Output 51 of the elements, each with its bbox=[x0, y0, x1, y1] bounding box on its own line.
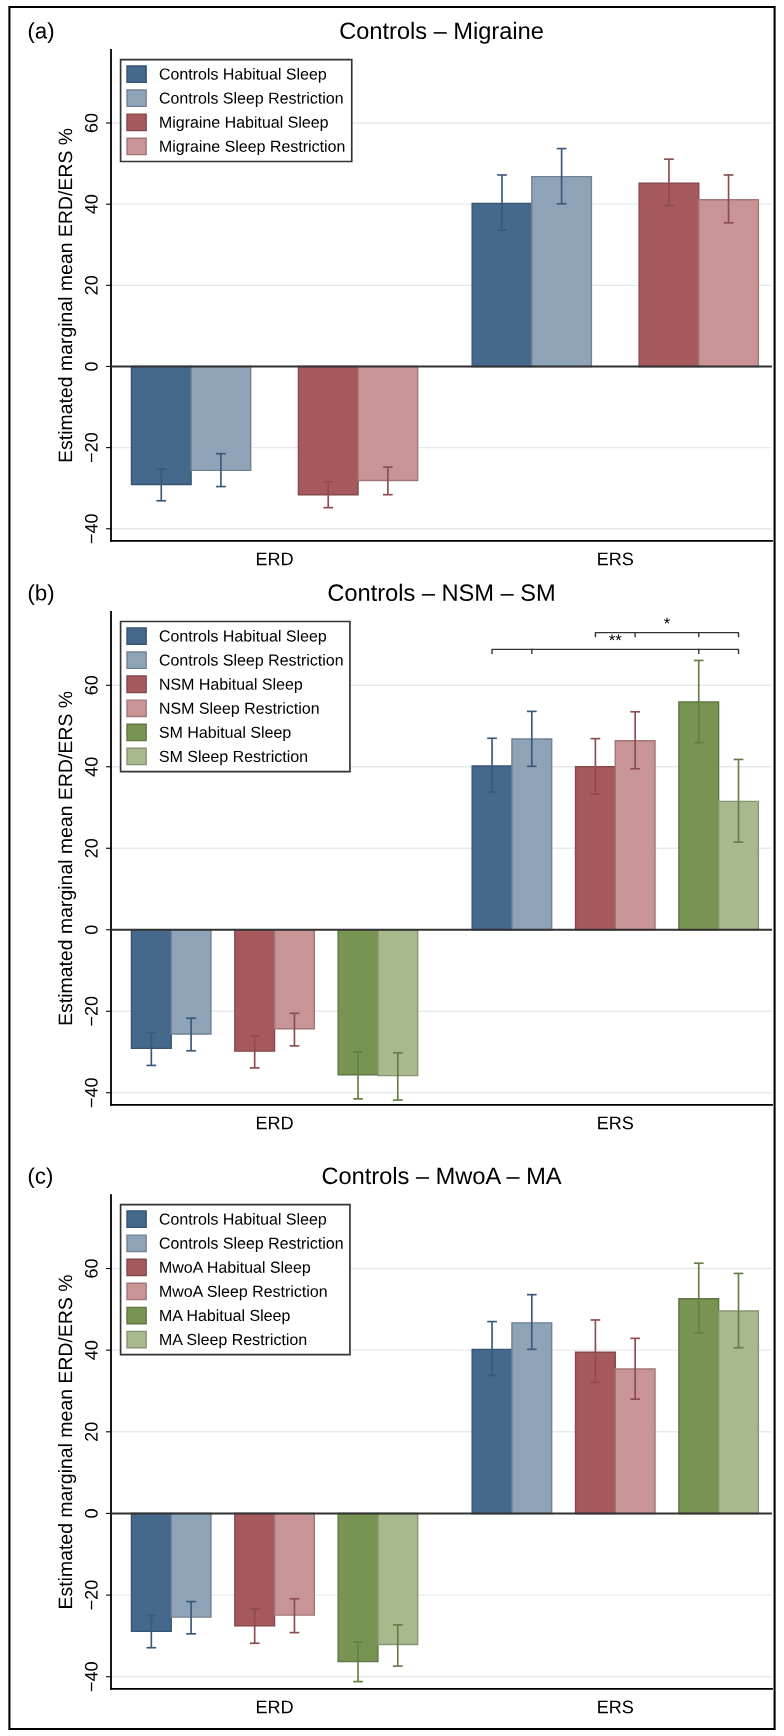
legend-label: Controls Sleep Restriction bbox=[159, 92, 343, 107]
y-tick-label: −40 bbox=[84, 514, 98, 544]
y-tick-label: 0 bbox=[84, 925, 98, 935]
y-tick-label: 0 bbox=[84, 1509, 98, 1518]
y-tick-label: 60 bbox=[84, 113, 98, 133]
y-tick-label: 40 bbox=[84, 1340, 98, 1360]
y-axis-title: Estimated marginal mean ERD/ERS % bbox=[58, 1275, 77, 1608]
legend-label: Controls Habitual Sleep bbox=[159, 1213, 327, 1228]
text: (b) bbox=[28, 584, 54, 605]
y-tick-label: 60 bbox=[84, 675, 98, 695]
legend-label: Migraine Habitual Sleep bbox=[160, 116, 328, 132]
annotation: * bbox=[663, 617, 670, 624]
legend-label: Controls Habitual Sleep bbox=[159, 629, 327, 645]
legend-label: MwoA Habitual Sleep bbox=[160, 1261, 311, 1277]
legend-label: MA Habitual Sleep bbox=[160, 1309, 290, 1325]
y-tick-label: 20 bbox=[84, 275, 98, 295]
y-tick-label: 40 bbox=[84, 194, 98, 214]
x-tick-label: ERD bbox=[256, 552, 293, 566]
x-tick-label: ERS bbox=[598, 1700, 634, 1714]
annotation: ** bbox=[609, 634, 622, 641]
x-tick-label: ERD bbox=[256, 1700, 293, 1714]
y-tick-label: −20 bbox=[84, 1580, 98, 1610]
y-tick-label: 40 bbox=[84, 757, 98, 777]
legend-label: NSM Habitual Sleep bbox=[160, 678, 303, 693]
legend-label: SM Habitual Sleep bbox=[159, 726, 291, 742]
legend-label: MA Sleep Restriction bbox=[160, 1333, 307, 1349]
y-tick-label: 60 bbox=[84, 1259, 98, 1278]
x-tick-label: ERD bbox=[256, 1116, 293, 1130]
x-tick-label: ERS bbox=[598, 552, 634, 566]
y-axis-title: Estimated marginal mean ERD/ERS % bbox=[58, 128, 77, 462]
y-tick-label: 20 bbox=[84, 838, 98, 858]
legend-label: Controls Sleep Restriction bbox=[159, 653, 343, 669]
legend-label: Controls Sleep Restriction bbox=[159, 1237, 343, 1252]
text: (a) bbox=[28, 22, 54, 44]
legend-label: Controls Habitual Sleep bbox=[159, 67, 327, 83]
legend-label: Migraine Sleep Restriction bbox=[160, 140, 345, 156]
y-tick-label: 0 bbox=[84, 362, 98, 371]
legend-label: NSM Sleep Restriction bbox=[160, 702, 319, 718]
text: (c) bbox=[28, 1167, 52, 1189]
y-tick-label: −40 bbox=[84, 1078, 98, 1108]
legend-label: SM Sleep Restriction bbox=[159, 750, 308, 766]
y-tick-label: −20 bbox=[84, 433, 98, 463]
x-tick-label: ERS bbox=[598, 1116, 634, 1130]
chart-title: Controls – NSM – SM bbox=[328, 583, 554, 602]
chart-title: Controls – Migraine bbox=[340, 21, 543, 44]
legend-label: MwoA Sleep Restriction bbox=[160, 1285, 327, 1301]
y-tick-label: −40 bbox=[84, 1662, 98, 1692]
y-tick-label: −20 bbox=[84, 996, 98, 1026]
y-axis-title: Estimated marginal mean ERD/ERS % bbox=[58, 691, 77, 1025]
chart-title: Controls – MwoA – MA bbox=[322, 1166, 562, 1185]
y-tick-label: 20 bbox=[84, 1422, 98, 1441]
